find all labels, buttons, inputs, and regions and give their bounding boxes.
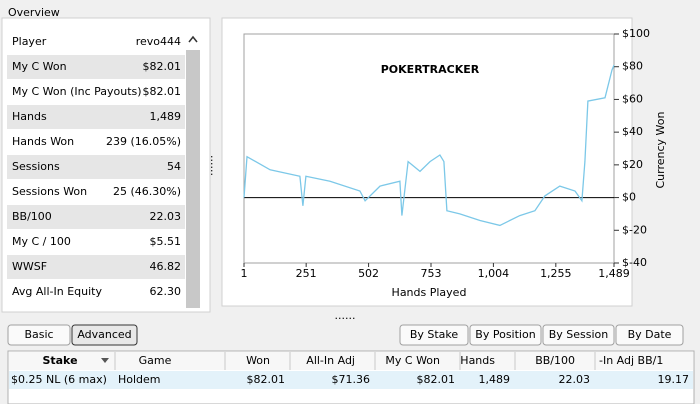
row-label: My C / 100 bbox=[12, 235, 71, 248]
table-row-selected[interactable] bbox=[9, 371, 693, 389]
button[interactable] bbox=[469, 324, 542, 346]
splitter[interactable]: ······ bbox=[205, 155, 218, 176]
button[interactable] bbox=[7, 324, 71, 346]
row-bg bbox=[7, 105, 185, 129]
row-bg bbox=[7, 155, 185, 179]
button[interactable] bbox=[542, 324, 615, 346]
x-tick-label: 1,489 bbox=[598, 267, 630, 280]
x-tick-label: 1,255 bbox=[540, 267, 572, 280]
column-header[interactable]: Stake bbox=[42, 354, 77, 367]
column-header[interactable]: All-In Adj bbox=[306, 354, 355, 367]
button-label[interactable]: By Session bbox=[549, 328, 609, 341]
row-label: Sessions Won bbox=[12, 185, 87, 198]
button-label[interactable]: Basic bbox=[24, 328, 53, 341]
row-value: 239 (16.05%) bbox=[106, 135, 181, 148]
table-cell[interactable]: $71.36 bbox=[332, 373, 371, 386]
x-tick-label: 502 bbox=[358, 267, 379, 280]
column-header[interactable]: -In Adj BB/1 bbox=[599, 354, 663, 367]
row-value: 46.82 bbox=[150, 260, 182, 273]
table-cell[interactable]: $0.25 NL (6 max) bbox=[11, 373, 107, 386]
row-value: 62.30 bbox=[150, 285, 182, 298]
table-cell[interactable]: 22.03 bbox=[559, 373, 591, 386]
row-value: 22.03 bbox=[150, 210, 182, 223]
row-value: 1,489 bbox=[150, 110, 182, 123]
column-header[interactable]: My C Won bbox=[385, 354, 440, 367]
row-label: Player bbox=[12, 35, 47, 48]
row-value: $82.01 bbox=[143, 60, 182, 73]
y-tick-label: $0 bbox=[622, 191, 636, 204]
y-tick-label: $80 bbox=[622, 60, 643, 73]
row-value: $5.51 bbox=[150, 235, 182, 248]
x-tick-label: 251 bbox=[296, 267, 317, 280]
y-tick-label: $60 bbox=[622, 92, 643, 105]
sort-arrow bbox=[101, 358, 109, 363]
y-tick-label: $20 bbox=[622, 158, 643, 171]
column-header[interactable]: Hands bbox=[460, 354, 495, 367]
row-value: revo444 bbox=[136, 35, 181, 48]
row-value: 54 bbox=[167, 160, 181, 173]
row-bg bbox=[7, 205, 185, 229]
button-label[interactable]: By Date bbox=[628, 328, 672, 341]
table-cell[interactable]: Holdem bbox=[118, 373, 161, 386]
row-value: 25 (46.30%) bbox=[113, 185, 181, 198]
y-tick-label: $-40 bbox=[622, 256, 647, 269]
overview-title: Overview bbox=[8, 6, 60, 19]
table-cell[interactable]: 19.17 bbox=[658, 373, 690, 386]
table-cell[interactable]: 1,489 bbox=[479, 373, 511, 386]
y-tick-label: $40 bbox=[622, 125, 643, 138]
row-label: My C Won (Inc Payouts) bbox=[12, 85, 142, 98]
column-header[interactable]: Game bbox=[139, 354, 172, 367]
y-axis-label: Currency Won bbox=[654, 111, 667, 188]
table-cell[interactable]: $82.01 bbox=[247, 373, 286, 386]
column-header[interactable]: Won bbox=[246, 354, 270, 367]
button[interactable] bbox=[615, 324, 684, 346]
button[interactable] bbox=[399, 324, 469, 346]
x-tick-label: 753 bbox=[420, 267, 441, 280]
table-cell[interactable]: $82.01 bbox=[417, 373, 456, 386]
splitter[interactable]: ······ bbox=[335, 312, 356, 325]
button-label[interactable]: By Stake bbox=[410, 328, 459, 341]
scrollbar[interactable] bbox=[186, 50, 200, 308]
row-bg bbox=[7, 55, 185, 79]
watermark: POKERTRACKER bbox=[381, 63, 480, 76]
row-label: Avg All-In Equity bbox=[12, 285, 102, 298]
row-label: Sessions bbox=[12, 160, 60, 173]
row-label: Hands Won bbox=[12, 135, 74, 148]
x-tick-label: 1,004 bbox=[478, 267, 510, 280]
plot-frame bbox=[243, 33, 615, 264]
row-value: $82.01 bbox=[143, 85, 182, 98]
scroll-up[interactable] bbox=[188, 35, 198, 43]
table-header bbox=[9, 352, 693, 370]
row-label: BB/100 bbox=[12, 210, 52, 223]
row-label: WWSF bbox=[12, 260, 47, 273]
row-label: Hands bbox=[12, 110, 47, 123]
button-label[interactable]: Advanced bbox=[77, 328, 131, 341]
x-axis-label: Hands Played bbox=[392, 286, 467, 299]
button[interactable] bbox=[71, 324, 138, 346]
y-tick-label: $100 bbox=[622, 27, 650, 40]
line-series bbox=[243, 64, 615, 227]
chart-panel bbox=[221, 17, 633, 307]
y-tick-label: $-20 bbox=[622, 223, 647, 236]
row-bg bbox=[7, 255, 185, 279]
row-label: My C Won bbox=[12, 60, 67, 73]
column-header[interactable]: BB/100 bbox=[535, 354, 575, 367]
button-label[interactable]: By Position bbox=[475, 328, 535, 341]
x-tick-label: 1 bbox=[241, 267, 248, 280]
